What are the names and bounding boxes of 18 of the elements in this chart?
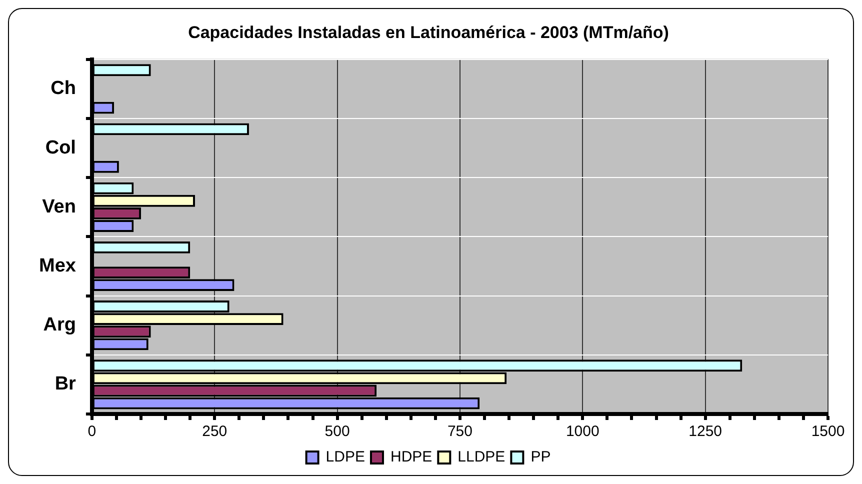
y-tick-label: Ch [50, 78, 76, 100]
y-tick-label: Mex [38, 255, 76, 276]
y-tick-label: Arg [43, 314, 76, 336]
y-tick-label: Col [45, 137, 76, 158]
legend-label: HDPE [390, 448, 432, 466]
x-tick-label: 500 [324, 423, 350, 440]
legend-label: LDPE [326, 448, 365, 466]
x-tick-label: 0 [88, 423, 96, 440]
y-tick-label: Br [54, 374, 77, 395]
legend-label: PP [530, 448, 551, 466]
x-tick-label: 1250 [688, 423, 722, 440]
x-tick-label: 1500 [811, 423, 845, 440]
x-tick-label: 1000 [566, 423, 600, 440]
legend-label: LLDPE [458, 448, 506, 466]
x-tick-label: 750 [447, 423, 472, 440]
chart-title: Capacidades Instaladas en Latinoamérica - 2003 (MTm/año) [188, 22, 669, 42]
x-tick-label: 250 [202, 423, 228, 440]
y-tick-label: Ven [42, 196, 76, 218]
